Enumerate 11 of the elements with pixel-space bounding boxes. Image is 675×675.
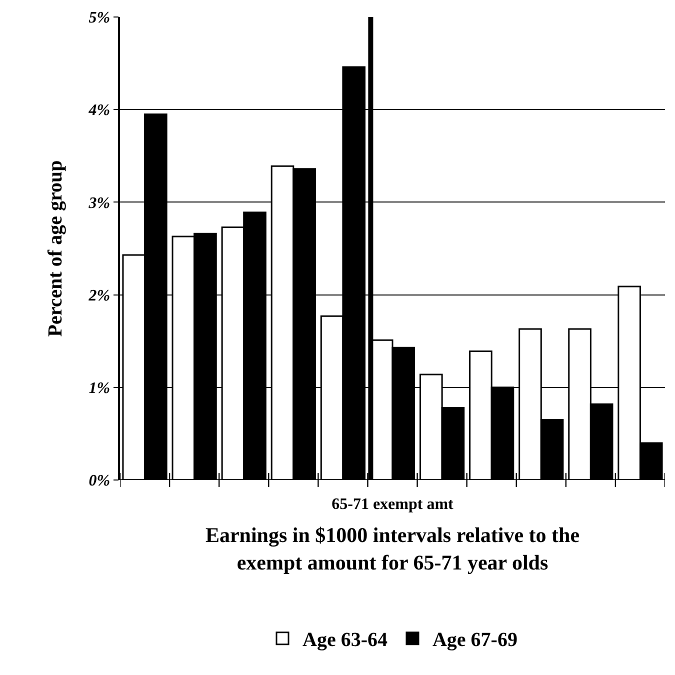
y-tick-label: 3% [88, 194, 110, 212]
y-tick-label: 1% [88, 380, 110, 397]
y-tick-label: 0% [88, 472, 110, 490]
x-tick-label: 65-71 exempt amt [332, 496, 454, 513]
legend-label: Age 67-69 [432, 629, 518, 652]
y-tick-label: 5% [88, 10, 110, 27]
y-tick-label: 2% [88, 287, 110, 304]
y-axis-title: Percent of age group [44, 160, 67, 337]
legend-label: Age 63-64 [302, 629, 388, 652]
x-axis-title: Earnings in $1000 intervals relative to the exempt amount for 65-71 year olds [205, 523, 580, 574]
y-tick-label: 4% [88, 102, 110, 120]
